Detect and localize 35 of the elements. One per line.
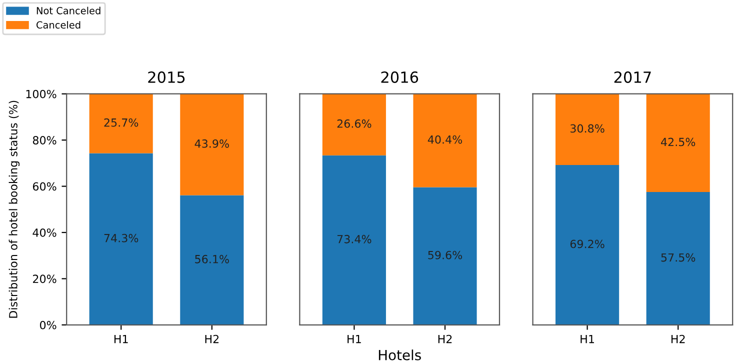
bar — [180, 195, 244, 325]
x-tick-label: H2 — [671, 334, 685, 344]
y-tick-label: 80% — [32, 136, 56, 144]
data-label: 74.3% — [104, 234, 138, 242]
x-tick-label: H1 — [580, 334, 594, 344]
data-label: 56.1% — [195, 254, 229, 264]
y-tick-label: 40% — [32, 228, 56, 237]
data-label: 43.9% — [194, 139, 229, 148]
y-axis-title: Distribution of hotel booking status (%) — [8, 100, 20, 318]
data-label: 30.8% — [570, 124, 604, 133]
chart-title: 2017 — [614, 71, 651, 83]
data-label: 40.4% — [428, 135, 462, 144]
bar — [180, 94, 244, 196]
x-tick-label: H1 — [114, 334, 128, 344]
bar — [89, 94, 153, 154]
data-label: 69.2% — [570, 240, 604, 248]
chart-title: 2015 — [148, 71, 185, 83]
data-label: 59.6% — [428, 250, 462, 260]
data-label: 26.6% — [337, 119, 372, 128]
y-tick-label: 60% — [32, 182, 56, 191]
data-label: 42.5% — [661, 138, 696, 146]
legend-label: Not Canceled — [36, 6, 100, 14]
bar — [89, 153, 153, 325]
x-tick-label: H1 — [348, 334, 361, 344]
legend-label: Canceled — [36, 21, 80, 29]
data-label: 57.5% — [661, 253, 696, 262]
x-axis-title: Hotels — [378, 350, 421, 360]
y-tick-label: 100% — [26, 90, 56, 98]
data-label: 73.4% — [337, 234, 372, 244]
x-tick-label: H2 — [438, 334, 452, 344]
y-tick-label: 20% — [32, 274, 56, 284]
chart-title: 2016 — [381, 71, 418, 83]
x-tick-label: H2 — [205, 334, 219, 344]
data-label: 25.7% — [104, 118, 138, 127]
y-tick-label: 0% — [40, 320, 56, 330]
